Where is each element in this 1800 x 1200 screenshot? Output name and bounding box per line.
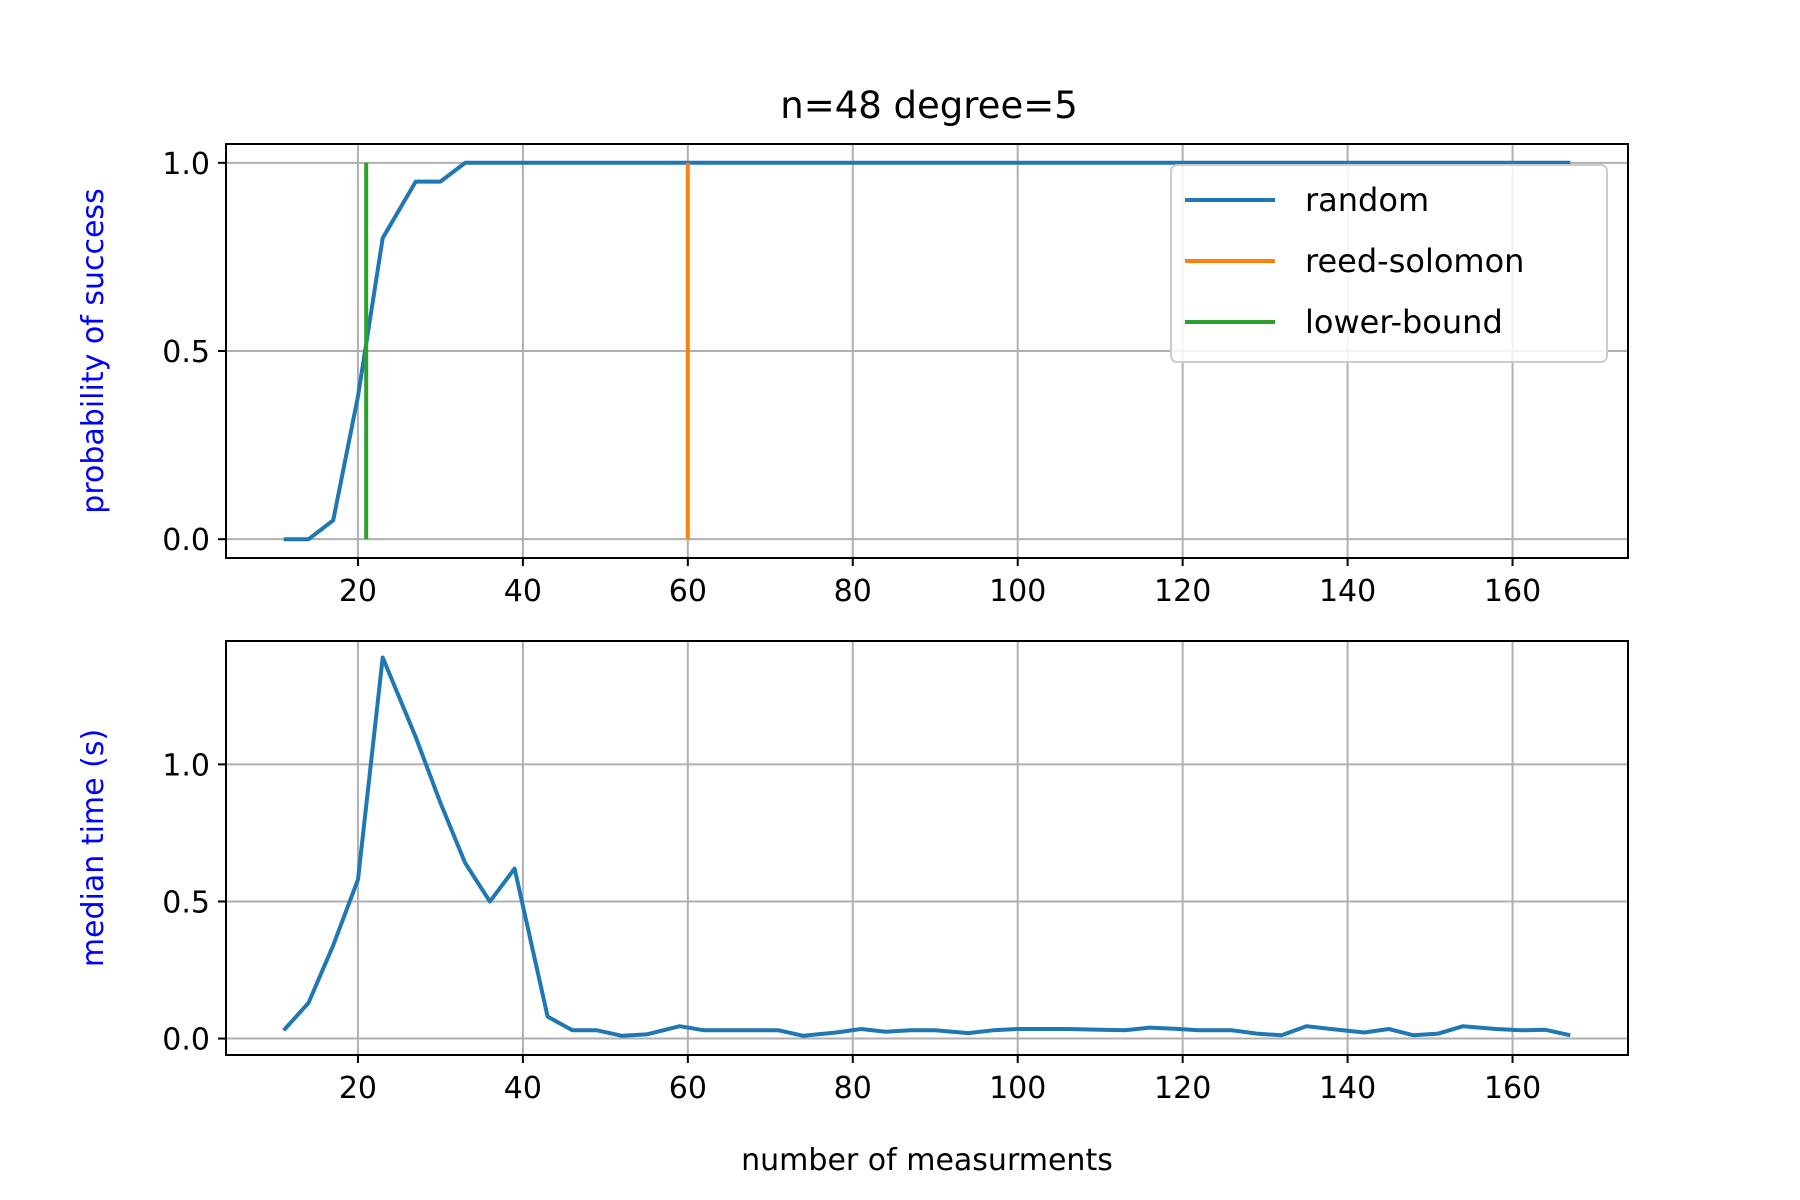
y-tick-label: 1.0 <box>162 147 210 182</box>
x-tick-label: 20 <box>339 1071 377 1106</box>
x-ticks-top: 20 40 60 80 100 120 140 160 <box>339 558 1541 609</box>
x-tick-label: 40 <box>504 574 542 609</box>
grid-bottom <box>226 641 1628 1055</box>
x-tick-label: 20 <box>339 574 377 609</box>
x-tick-label: 40 <box>504 1071 542 1106</box>
x-ticks-bottom: 20 40 60 80 100 120 140 160 <box>339 1055 1541 1106</box>
y-tick-label: 0.5 <box>162 335 210 370</box>
y-axis-label-bottom: median time (s) <box>76 729 111 967</box>
chart-median-time: 20 40 60 80 100 120 140 160 0.0 0.5 1.0 median ti… <box>76 640 1629 1178</box>
legend-entry-reed-solomon: reed-solomon <box>1185 242 1524 280</box>
x-tick-label: 60 <box>669 574 707 609</box>
x-axis-label-bottom: number of measurments <box>741 1143 1113 1178</box>
legend-entry-random: random <box>1185 181 1429 219</box>
x-tick-label: 160 <box>1484 574 1541 609</box>
legend-label-lower-bound: lower-bound <box>1305 303 1503 341</box>
legend: random reed-solomon lower-bound <box>1170 164 1608 363</box>
series-layer-top <box>283 160 1571 542</box>
plot-frame-bottom <box>225 640 1629 1056</box>
y-ticks-top: 0.0 0.5 1.0 <box>162 147 226 558</box>
x-tick-label: 80 <box>834 1071 872 1106</box>
chart-probability: n=48 degree=5 20 40 60 80 100 120 140 160 0.00.… <box>76 84 1629 609</box>
legend-box <box>1170 164 1608 363</box>
y-tick-label: 0.0 <box>162 523 210 558</box>
legend-entry-lower-bound: lower-bound <box>1185 303 1503 341</box>
x-tick-label: 60 <box>669 1071 707 1106</box>
x-tick-label: 100 <box>989 1071 1046 1106</box>
y-axis-label-top: probability of success <box>76 188 111 513</box>
x-tick-label: 140 <box>1319 574 1376 609</box>
x-tick-label: 120 <box>1154 1071 1211 1106</box>
y-tick-label: 0.0 <box>162 1023 210 1058</box>
x-tick-label: 160 <box>1484 1071 1541 1106</box>
y-ticks-bottom: 0.0 0.5 1.0 <box>162 748 226 1058</box>
series-line-random <box>283 160 1571 542</box>
x-tick-label: 120 <box>1154 574 1211 609</box>
x-tick-label: 100 <box>989 574 1046 609</box>
series-line-series-0 <box>282 655 1571 1038</box>
chart-title: n=48 degree=5 <box>780 84 1078 127</box>
y-tick-label: 0.5 <box>162 885 210 920</box>
legend-label-random: random <box>1305 181 1429 219</box>
x-tick-label: 140 <box>1319 1071 1376 1106</box>
y-tick-label: 1.0 <box>162 748 210 783</box>
x-tick-label: 80 <box>834 574 872 609</box>
series-layer-bottom <box>282 655 1571 1038</box>
legend-label-reed-solomon: reed-solomon <box>1305 242 1524 280</box>
